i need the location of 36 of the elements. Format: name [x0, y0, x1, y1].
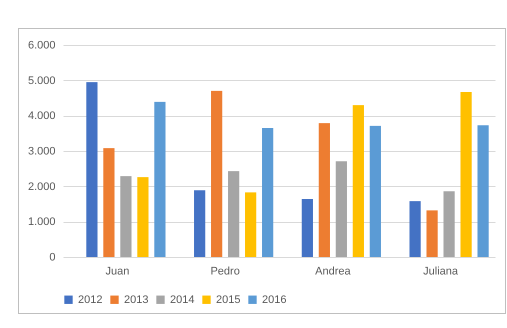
legend-label: 2012 — [78, 294, 102, 306]
x-tick-label: Juan — [105, 266, 130, 278]
y-tick-label: 6.000 — [28, 40, 56, 52]
bar — [352, 105, 364, 257]
bar — [245, 192, 256, 257]
bar — [370, 126, 381, 257]
x-tick-label: Pedro — [210, 266, 240, 278]
y-tick-label: 3.000 — [28, 146, 56, 158]
bar — [262, 128, 274, 257]
y-tick-label: 1.000 — [28, 216, 56, 228]
bar — [318, 123, 330, 257]
bar — [426, 210, 438, 257]
y-tick-label: 5.000 — [28, 74, 56, 87]
y-tick-label: 2.000 — [28, 180, 56, 193]
y-tick-label: 0 — [49, 252, 56, 264]
legend-label: 2015 — [216, 294, 240, 306]
bar — [336, 161, 347, 257]
bar — [137, 177, 149, 257]
legend-label: 2013 — [124, 294, 148, 306]
bar — [477, 125, 489, 257]
bar — [103, 148, 115, 257]
bar — [120, 176, 132, 257]
bar — [409, 201, 421, 257]
legend-label: 2014 — [170, 294, 194, 306]
bar — [154, 102, 166, 257]
bar — [228, 171, 240, 257]
bar — [194, 190, 206, 257]
y-tick-label: 4.000 — [28, 110, 56, 122]
bar — [460, 92, 472, 257]
x-tick-label: Juliana — [423, 266, 459, 278]
bar — [302, 199, 313, 257]
x-tick-label: Andrea — [315, 266, 352, 278]
bar — [443, 191, 455, 257]
bar — [211, 90, 222, 257]
legend-label: 2016 — [262, 294, 286, 306]
bar — [86, 82, 98, 257]
